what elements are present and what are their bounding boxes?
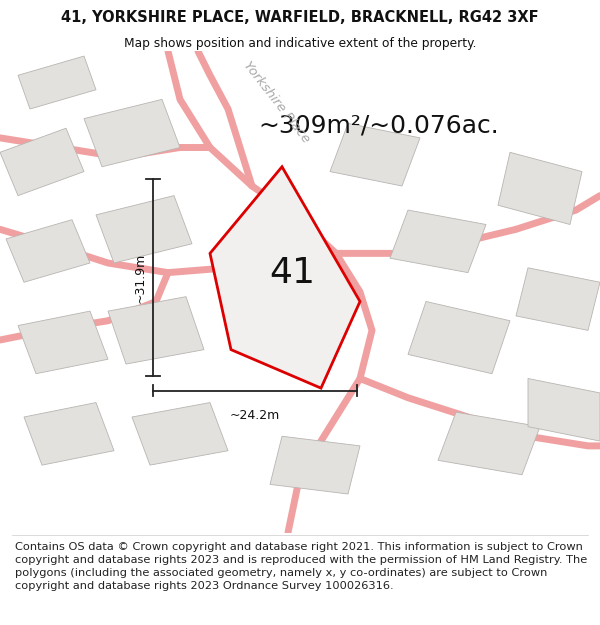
Text: ~31.9m: ~31.9m xyxy=(133,253,146,302)
Text: ~24.2m: ~24.2m xyxy=(230,409,280,422)
Polygon shape xyxy=(0,128,84,196)
Polygon shape xyxy=(270,436,360,494)
Polygon shape xyxy=(96,196,192,263)
Polygon shape xyxy=(18,311,108,374)
Text: Map shows position and indicative extent of the property.: Map shows position and indicative extent… xyxy=(124,37,476,50)
Polygon shape xyxy=(498,152,582,224)
Polygon shape xyxy=(24,402,114,465)
Polygon shape xyxy=(438,412,540,475)
Polygon shape xyxy=(528,379,600,441)
Text: 41: 41 xyxy=(269,256,315,289)
Polygon shape xyxy=(108,297,204,364)
Polygon shape xyxy=(408,301,510,374)
Polygon shape xyxy=(390,210,486,272)
Text: Yorkshire Place: Yorkshire Place xyxy=(240,59,312,145)
Polygon shape xyxy=(132,402,228,465)
Polygon shape xyxy=(84,99,180,167)
Polygon shape xyxy=(18,56,96,109)
Polygon shape xyxy=(210,167,360,388)
Text: ~309m²/~0.076ac.: ~309m²/~0.076ac. xyxy=(258,114,499,138)
Text: 41, YORKSHIRE PLACE, WARFIELD, BRACKNELL, RG42 3XF: 41, YORKSHIRE PLACE, WARFIELD, BRACKNELL… xyxy=(61,10,539,25)
Polygon shape xyxy=(516,268,600,331)
Polygon shape xyxy=(6,219,90,282)
Polygon shape xyxy=(330,124,420,186)
Text: Contains OS data © Crown copyright and database right 2021. This information is : Contains OS data © Crown copyright and d… xyxy=(15,542,587,591)
